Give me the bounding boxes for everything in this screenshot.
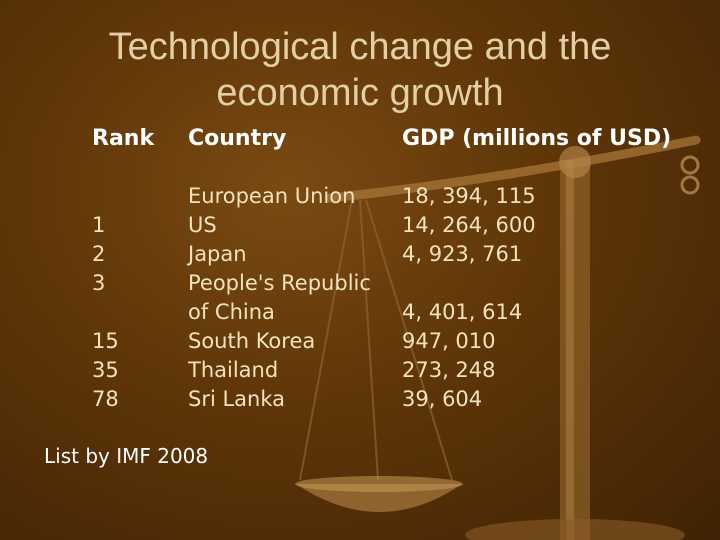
country-column: European Union US Japan People's Republi…: [188, 182, 371, 414]
title-line-2: economic growth: [216, 72, 504, 114]
country-cell: US: [188, 213, 217, 237]
rank-column: 1 2 3 15 35 78: [92, 182, 119, 414]
gdp-header: GDP (millions of USD): [402, 126, 672, 151]
title-line-1: Technological change and the: [108, 26, 612, 68]
gdp-cell: 14, 264, 600: [402, 213, 536, 237]
country-cell: Japan: [188, 242, 247, 266]
rank-cell: 1: [92, 213, 106, 237]
gdp-cell: 39, 604: [402, 387, 483, 411]
gdp-cell: 4, 401, 614: [402, 300, 523, 324]
rank-cell: 78: [92, 387, 119, 411]
gdp-cell: 4, 923, 761: [402, 242, 523, 266]
country-cell: European Union: [188, 184, 356, 208]
rank-cell: 2: [92, 242, 106, 266]
gdp-cell: [402, 269, 536, 298]
gdp-column: 18, 394, 115 14, 264, 600 4, 923, 761 4,…: [402, 182, 536, 414]
rank-header: Rank: [92, 126, 155, 151]
country-cell: of China: [188, 300, 275, 324]
country-cell: People's Republic: [188, 271, 371, 295]
country-cell: Thailand: [188, 358, 279, 382]
rank-cell: 3: [92, 271, 106, 295]
gdp-cell: 18, 394, 115: [402, 184, 536, 208]
country-cell: Sri Lanka: [188, 387, 286, 411]
slide-title: Technological change and the economic gr…: [40, 24, 680, 116]
source-note: List by IMF 2008: [44, 444, 209, 468]
gdp-cell: 947, 010: [402, 329, 496, 353]
rank-cell: [92, 298, 119, 327]
gdp-cell: 273, 248: [402, 358, 496, 382]
rank-cell: 15: [92, 329, 119, 353]
rank-cell: [92, 182, 119, 211]
rank-cell: 35: [92, 358, 119, 382]
country-cell: South Korea: [188, 329, 316, 353]
country-header: Country: [188, 126, 287, 151]
